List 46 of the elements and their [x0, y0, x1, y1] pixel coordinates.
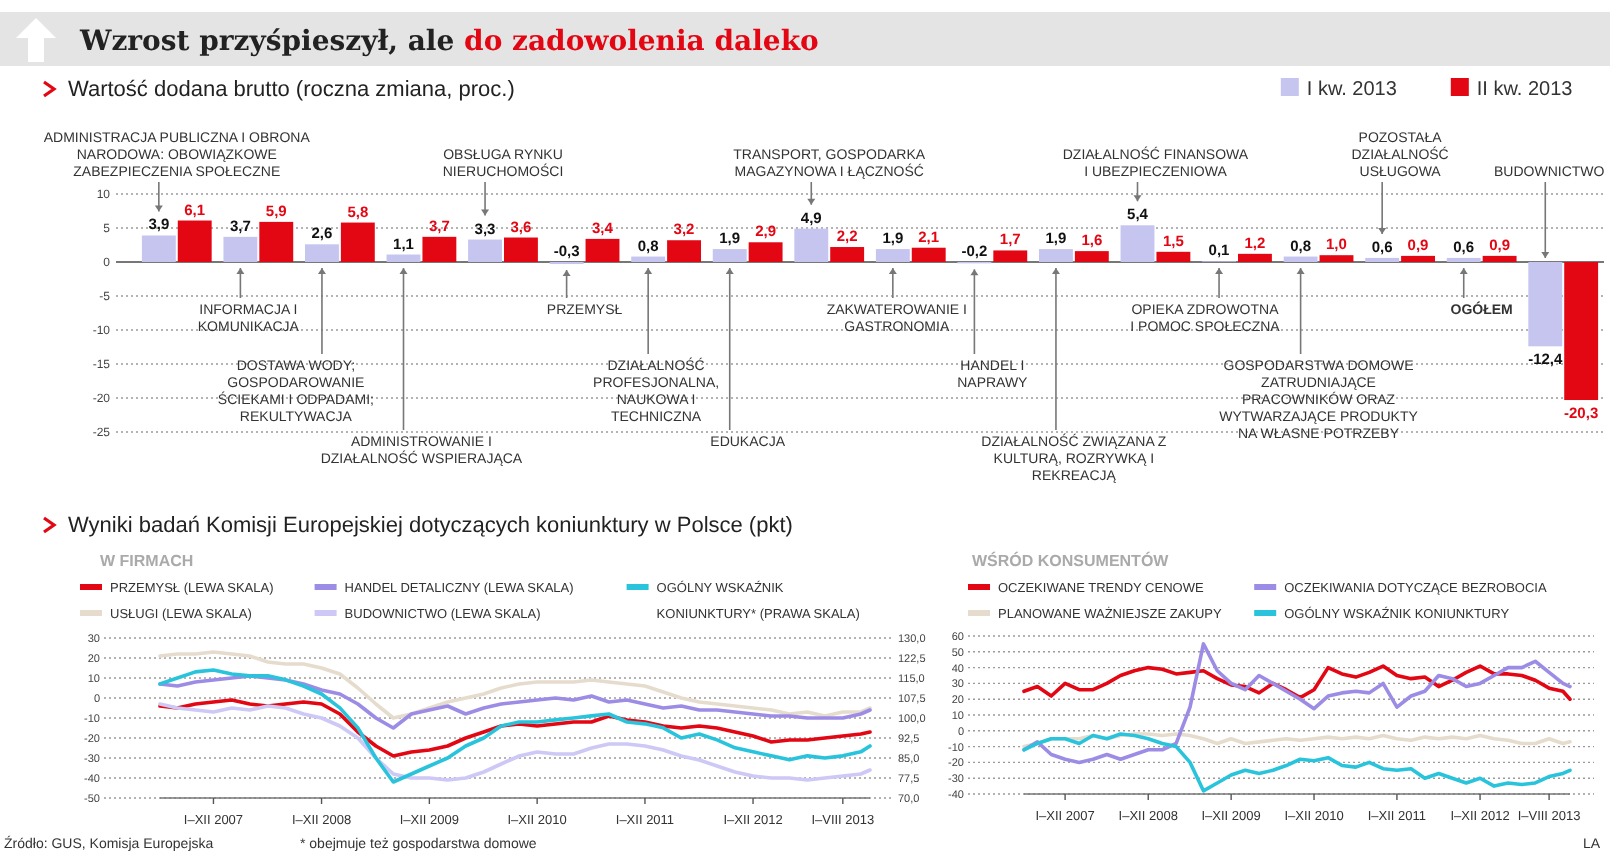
line-series — [158, 702, 872, 782]
line-series — [1022, 642, 1572, 765]
chart-subtitle: W FIRMACH — [100, 552, 194, 570]
bar — [875, 249, 910, 262]
bar — [386, 254, 421, 262]
line-series — [1022, 732, 1572, 793]
bar — [1156, 251, 1191, 262]
bar — [667, 240, 701, 262]
bar — [794, 228, 829, 262]
legend-label: I kw. 2013 — [1306, 79, 1398, 101]
bar — [830, 247, 865, 262]
legend-label: II kw. 2013 — [1476, 79, 1574, 101]
line-series — [158, 674, 872, 730]
bar — [712, 249, 747, 262]
bar — [1120, 225, 1155, 262]
bar — [1528, 262, 1563, 347]
bar — [1074, 251, 1109, 262]
line-series — [1022, 664, 1572, 701]
bar — [141, 235, 176, 262]
bar — [340, 222, 375, 262]
bar — [631, 256, 666, 262]
bar — [305, 244, 339, 262]
bar — [585, 238, 620, 262]
bar — [993, 250, 1028, 262]
bar — [1482, 255, 1517, 262]
bar — [504, 237, 538, 262]
bar — [1401, 255, 1435, 262]
chart-subtitle: Wartość dodana brutto (roczna zmiana, proc.) — [68, 78, 515, 102]
bar — [259, 221, 294, 262]
chart-subtitle: WŚRÓD KONSUMENTÓW — [972, 550, 1170, 570]
bar — [1238, 253, 1272, 262]
bar — [1283, 256, 1318, 262]
bar — [468, 239, 502, 262]
line-series — [158, 698, 872, 758]
bar — [1564, 262, 1599, 401]
line-series — [158, 668, 872, 784]
bar — [177, 220, 212, 262]
bar — [422, 236, 457, 262]
bar — [748, 242, 783, 262]
bar — [1039, 249, 1073, 262]
chart-title: Wyniki badań Komisji Europejskiej dotyczących koniunktury w Polsce (pkt) — [68, 514, 793, 538]
bar — [223, 236, 258, 262]
bar — [1319, 255, 1354, 262]
chart-title: Wzrost przyśpieszył, ale do zadowolenia daleko — [78, 26, 819, 58]
line-series — [158, 650, 872, 720]
bar — [911, 247, 946, 262]
